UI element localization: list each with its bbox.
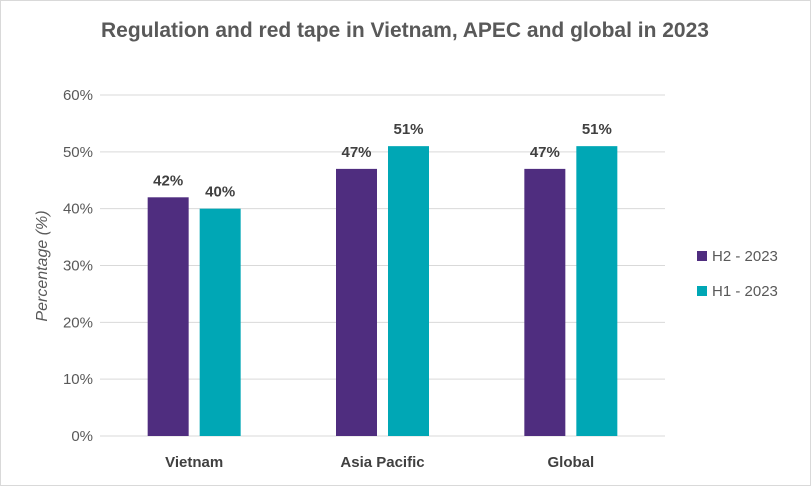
y-tick-label: 10% [63,371,93,388]
y-tick-label: 60% [63,87,93,104]
bar-global-h1 [576,146,618,436]
y-tick-label: 30% [63,258,93,275]
legend-label: H1 - 2023 [712,283,778,300]
data-label: 42% [153,172,183,189]
legend-swatch [697,251,707,261]
bar-global-h2 [524,168,566,436]
y-tick-label: 50% [63,144,93,161]
x-tick-label: Vietnam [165,454,223,471]
bar-vietnam-h2 [147,197,189,436]
data-label: 40% [205,184,235,201]
bar-asia-pacific-h2 [336,168,377,436]
y-tick-label: 0% [71,428,93,445]
bar-vietnam-h1 [199,208,241,436]
x-tick-label: Asia Pacific [340,454,424,471]
y-tick-label: 40% [63,201,93,218]
legend-label: H2 - 2023 [712,248,778,265]
chart-title: Regulation and red tape in Vietnam, APEC… [101,19,709,42]
data-label: 51% [582,121,612,138]
y-axis-label: Percentage (%) [34,210,51,321]
bar-asia-pacific-h1 [388,146,429,436]
data-label: 51% [393,121,423,138]
legend-swatch [697,286,707,296]
x-tick-label: Global [547,454,594,471]
y-tick-label: 20% [63,314,93,331]
data-label: 47% [341,144,371,161]
data-label: 47% [530,144,560,161]
